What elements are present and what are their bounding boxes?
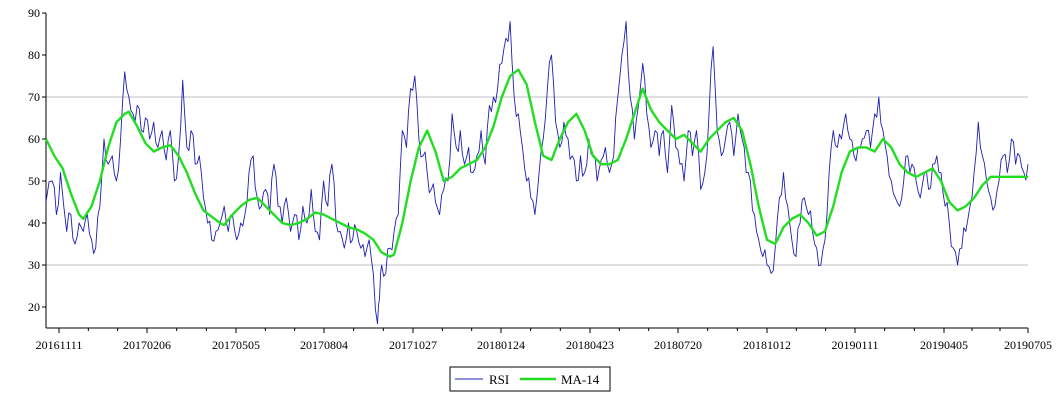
x-tick-label-10: 20190405 (920, 338, 968, 352)
y-tick-label-80: 80 (28, 48, 40, 62)
x-tick-label-3: 20170804 (300, 338, 348, 352)
y-tick-label-30: 30 (28, 258, 40, 272)
axes (45, 13, 1028, 329)
legend-rsi-label: RSI (489, 372, 509, 387)
y-tick-label-40: 40 (28, 216, 40, 230)
y-tick-label-90: 90 (28, 6, 40, 20)
legend: RSI MA-14 (449, 366, 611, 392)
x-tick-label-6: 20180423 (566, 338, 614, 352)
y-tick-label-20: 20 (28, 300, 40, 314)
y-tick-label-50: 50 (28, 174, 40, 188)
y-tick-label-60: 60 (28, 132, 40, 146)
legend-ma-label: MA-14 (561, 372, 600, 387)
y-axis-ticks: 20 30 40 50 60 70 80 90 (28, 6, 46, 314)
x-tick-label-2: 20170505 (212, 338, 260, 352)
x-tick-label-7: 20180720 (654, 338, 702, 352)
x-tick-label-5: 20180124 (477, 338, 525, 352)
x-tick-label-1: 20170206 (123, 338, 171, 352)
x-tick-label-4: 20171027 (389, 338, 437, 352)
x-tick-label-8: 20181012 (743, 338, 791, 352)
x-tick-label-9: 20190111 (831, 338, 878, 352)
series-ma14-line (44, 68, 1029, 258)
series-rsi-line (45, 20, 1029, 325)
y-tick-label-70: 70 (28, 90, 40, 104)
x-axis-ticks: 20161111 20170206 20170505 20170804 20171027… (36, 328, 1052, 352)
x-tick-label-11: 20190705 (1004, 338, 1052, 352)
x-tick-label-0: 20161111 (36, 338, 83, 352)
series-lines (44, 20, 1029, 325)
gridlines (46, 96, 1028, 266)
